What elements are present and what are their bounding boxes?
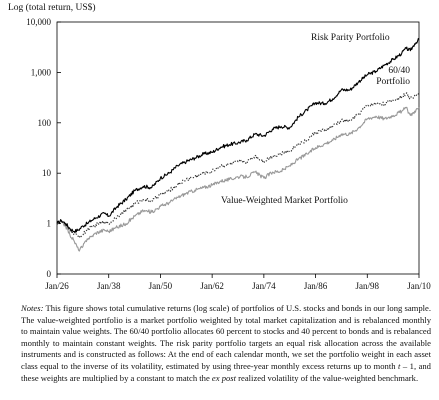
notes-text-2: – 1, and these weights are multiplied by… <box>21 360 431 383</box>
y-tick-label: 1 <box>47 219 52 229</box>
series-label-sixty-forty: Portfolio <box>376 76 410 87</box>
series-label-risk-parity: Risk Parity Portfolio <box>311 32 390 43</box>
x-tick-label: Jan/98 <box>356 281 380 291</box>
x-tick-label: Jan/10 <box>407 281 431 291</box>
x-tick-label: Jan/38 <box>97 281 121 291</box>
y-tick-label: 10,000 <box>26 17 51 27</box>
plot-frame <box>56 21 420 275</box>
x-tick-label: Jan/86 <box>304 281 328 291</box>
y-tick-label: 10 <box>42 168 52 178</box>
y-axis-title: Log (total return, US$) <box>8 2 96 13</box>
notes-ex-post: ex post <box>211 372 237 383</box>
x-tick-label: Jan/74 <box>252 281 276 291</box>
series-line-60-40-portfolio <box>56 92 420 239</box>
series-line-value-weighted-market-portfolio <box>56 106 420 252</box>
chart-canvas: Log (total return, US$) 0 1 10 100 1,000 10,0… <box>8 2 431 291</box>
x-tick-label: Jan/62 <box>200 281 224 291</box>
notes-text-3: realized volatility of the value-weighte… <box>236 372 419 383</box>
figure-notes: Notes: This figure shows total cumulativ… <box>21 303 431 384</box>
x-tick-label: Jan/50 <box>149 281 173 291</box>
series-label-sixty-forty: 60/40 <box>388 66 410 76</box>
notes-t-expression: t <box>398 360 401 371</box>
y-tick-label: 0 <box>47 269 52 279</box>
x-tick-label: Jan/26 <box>45 281 69 291</box>
y-tick-label: 100 <box>38 118 52 128</box>
axes: 0 1 10 100 1,000 10,000 Jan/26 Jan/38 Jan/50 Jan/… <box>26 17 431 291</box>
notes-text-1: This figure shows total cumulative retur… <box>21 303 431 371</box>
series-line-risk-parity-portfolio <box>56 37 420 234</box>
y-tick-label: 1,000 <box>31 67 52 77</box>
series-layer <box>56 37 420 252</box>
notes-lead: Notes: <box>21 303 44 313</box>
series-label-value-weighted: Value-Weighted Market Portfolio <box>221 195 348 206</box>
